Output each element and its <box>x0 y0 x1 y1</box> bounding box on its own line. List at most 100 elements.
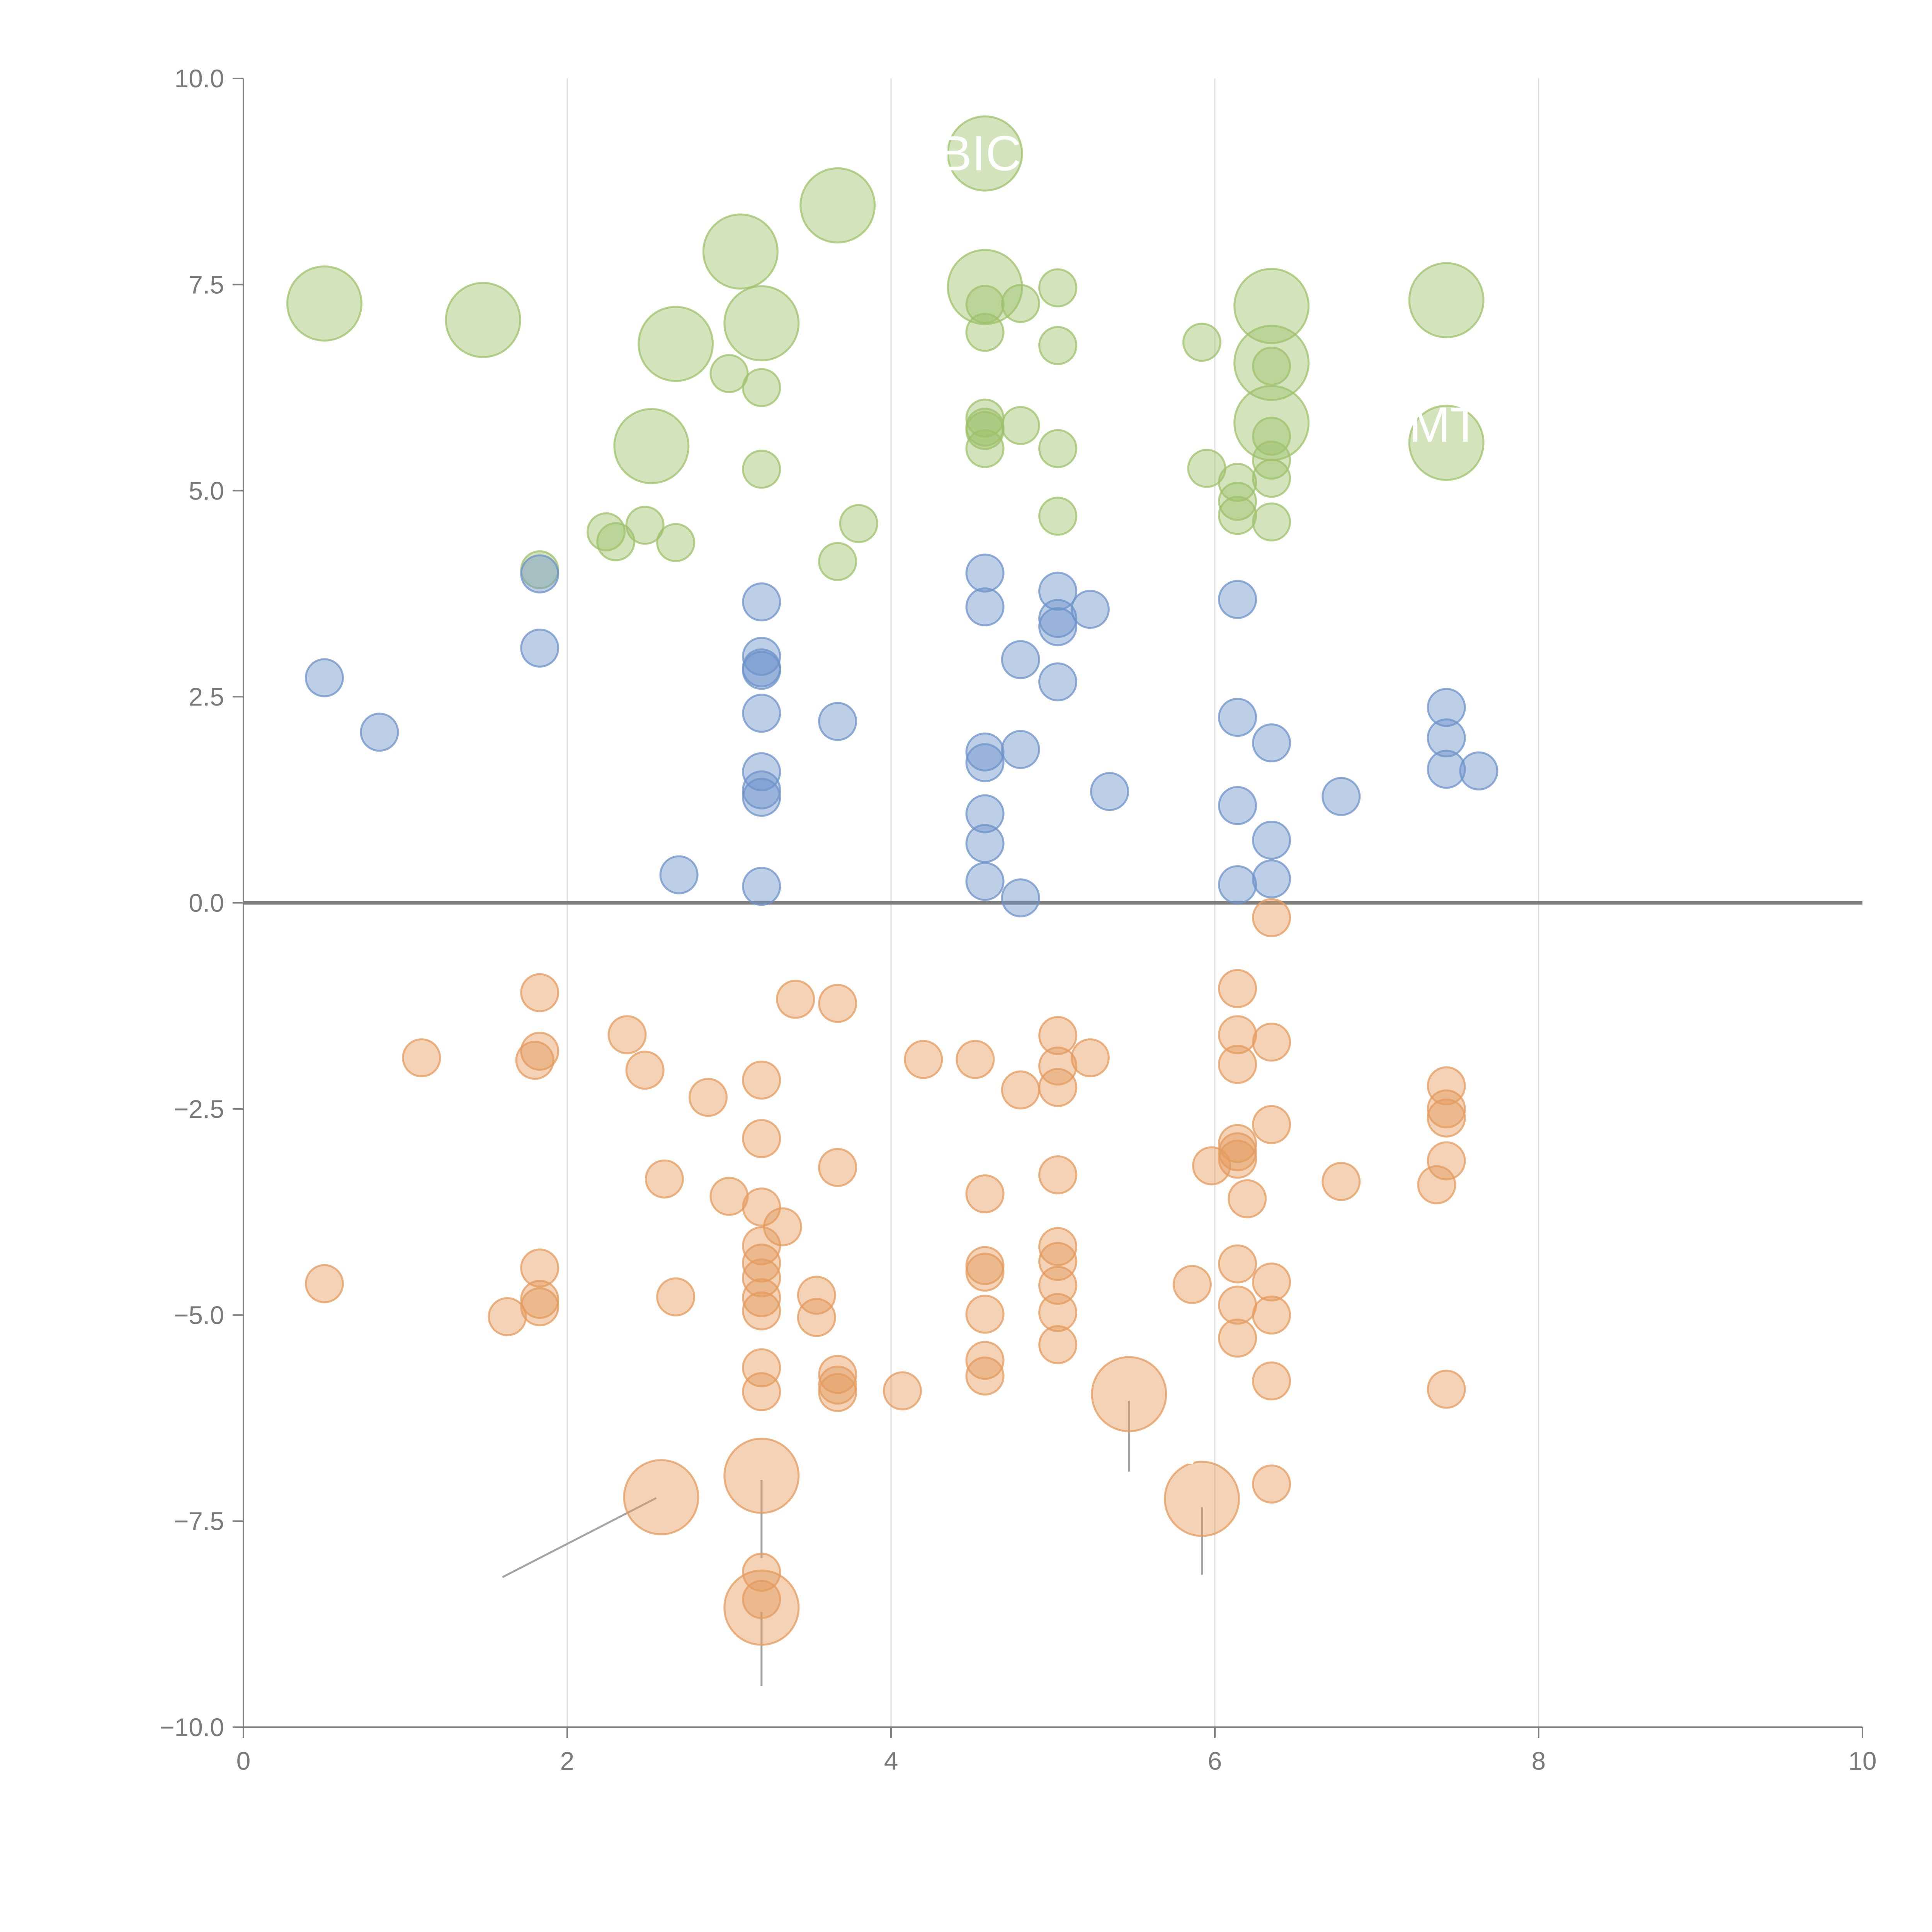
point-green-26 <box>965 429 1005 468</box>
x-tick-label-2: 4 <box>884 1747 898 1775</box>
point-blue-42 <box>1459 751 1498 791</box>
point-label-2: V <box>1174 1420 1207 1475</box>
point-blue-20 <box>965 824 1005 863</box>
point-orange-81 <box>1252 1295 1291 1335</box>
point-blue-14 <box>818 702 857 741</box>
point-blue-1 <box>360 713 399 752</box>
point-orange-85 <box>742 1553 781 1592</box>
point-orange-55 <box>742 1258 781 1298</box>
point-orange-41 <box>1321 1162 1361 1201</box>
point-green-40 <box>596 522 636 561</box>
y-tick-label-4: 0.0 <box>189 889 224 917</box>
point-green-14 <box>709 354 749 393</box>
y-tick-label-2: 5.0 <box>189 476 224 505</box>
point-green-9 <box>1408 262 1485 338</box>
point-green-1 <box>445 282 521 358</box>
x-tick-label-0: 0 <box>236 1747 251 1775</box>
point-label-0: BIC <box>939 126 1021 181</box>
point-green-29 <box>1182 323 1221 362</box>
label-connector-5 <box>761 316 802 325</box>
point-green-41 <box>625 505 665 545</box>
point-blue-41 <box>1427 750 1466 789</box>
point-orange-43 <box>1427 1089 1466 1129</box>
point-green-0 <box>286 265 362 342</box>
point-orange-46 <box>1417 1165 1456 1204</box>
point-orange-82 <box>1252 1361 1291 1401</box>
label-connector-2 <box>704 250 741 255</box>
point-orange-2 <box>623 1459 699 1536</box>
point-orange-13 <box>607 1015 647 1054</box>
point-green-38 <box>1252 502 1291 542</box>
x-tick-label-1: 2 <box>560 1747 575 1775</box>
point-blue-31 <box>1218 580 1257 619</box>
point-orange-79 <box>1218 1318 1257 1358</box>
point-orange-10 <box>402 1038 441 1078</box>
point-blue-25 <box>1038 571 1078 611</box>
y-tick-label-0: 10.0 <box>175 64 224 93</box>
label-connector-7 <box>1271 300 1309 307</box>
point-orange-61 <box>797 1298 836 1337</box>
point-orange-22 <box>1218 1045 1257 1084</box>
point-green-15 <box>742 368 781 407</box>
point-green-2 <box>702 213 779 290</box>
label-connector-1 <box>453 319 484 339</box>
point-orange-80 <box>1252 1262 1291 1302</box>
point-green-25 <box>1001 406 1040 445</box>
point-orange-9 <box>1218 969 1257 1008</box>
point-orange-83 <box>1252 1464 1291 1504</box>
point-orange-4 <box>723 1570 800 1646</box>
point-green-8 <box>1233 268 1310 344</box>
point-green-35 <box>1252 417 1291 456</box>
point-orange-68 <box>965 1294 1005 1334</box>
point-green-19 <box>1001 284 1040 323</box>
point-orange-8 <box>818 984 857 1023</box>
point-green-32 <box>1218 481 1257 521</box>
point-orange-56 <box>742 1278 781 1317</box>
point-orange-84 <box>1427 1369 1466 1409</box>
point-green-12 <box>1408 405 1485 481</box>
point-blue-36 <box>1252 820 1291 860</box>
point-blue-2 <box>520 554 560 594</box>
point-orange-0 <box>1091 1356 1167 1432</box>
y-tick-label-8: −10.0 <box>160 1713 224 1742</box>
point-blue-16 <box>965 587 1005 627</box>
point-orange-60 <box>797 1276 836 1315</box>
point-orange-31 <box>742 1187 781 1227</box>
point-blue-37 <box>1252 859 1291 899</box>
point-green-5 <box>638 306 714 382</box>
point-orange-74 <box>1038 1293 1078 1332</box>
point-orange-18 <box>1038 1046 1078 1086</box>
label-connector-15 <box>502 1497 657 1578</box>
point-orange-64 <box>818 1373 857 1412</box>
point-blue-39 <box>1427 688 1466 727</box>
point-orange-33 <box>965 1174 1005 1214</box>
point-green-6 <box>723 285 800 362</box>
point-orange-72 <box>1038 1242 1078 1281</box>
point-orange-25 <box>742 1060 781 1100</box>
point-orange-17 <box>1038 1016 1078 1055</box>
point-green-37 <box>1252 459 1291 498</box>
label-connector-8 <box>1409 292 1447 301</box>
point-green-34 <box>1252 347 1291 386</box>
point-orange-29 <box>645 1159 684 1199</box>
point-orange-42 <box>1427 1066 1466 1105</box>
point-orange-5 <box>1252 898 1291 937</box>
label-connector-11 <box>1442 442 1447 473</box>
point-orange-44 <box>1427 1098 1466 1138</box>
point-orange-7 <box>776 980 815 1019</box>
point-orange-3 <box>1163 1461 1240 1537</box>
point-orange-58 <box>742 1348 781 1388</box>
data-points <box>286 115 1498 1646</box>
point-green-13 <box>613 408 690 485</box>
point-orange-38 <box>1218 1139 1257 1179</box>
point-green-44 <box>839 504 878 543</box>
point-orange-30 <box>709 1177 749 1216</box>
point-orange-54 <box>742 1243 781 1283</box>
point-blue-17 <box>965 732 1005 772</box>
y-tick-label-5: −2.5 <box>174 1095 224 1123</box>
point-orange-27 <box>1001 1070 1040 1110</box>
label-connector-9 <box>1271 362 1312 372</box>
point-orange-73 <box>1038 1265 1078 1305</box>
point-blue-32 <box>1218 697 1257 737</box>
point-orange-36 <box>1218 1124 1257 1163</box>
